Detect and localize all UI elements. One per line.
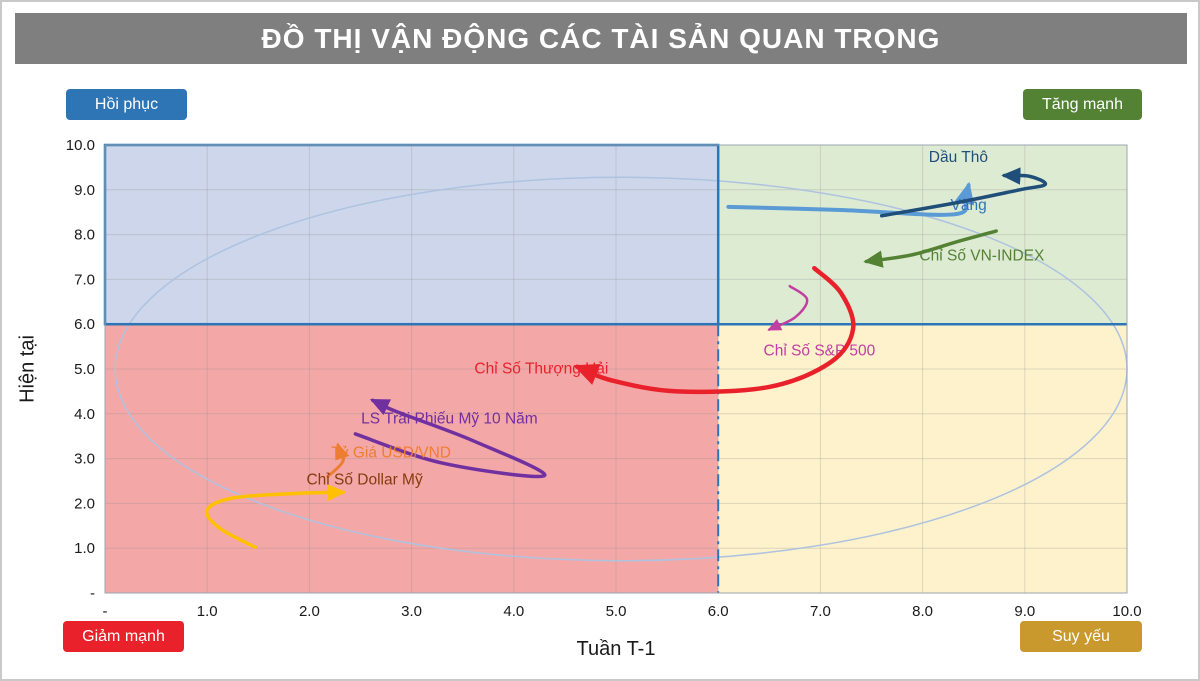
svg-text:7.0: 7.0: [74, 271, 95, 288]
svg-text:Chỉ Số S&P 500: Chỉ Số S&P 500: [764, 343, 876, 360]
quadrant-badge-strong-rise: Tăng mạnh: [1023, 89, 1142, 120]
svg-text:2.0: 2.0: [299, 603, 320, 620]
svg-text:Chỉ Số Dollar Mỹ: Chỉ Số Dollar Mỹ: [306, 472, 423, 489]
svg-text:3.0: 3.0: [74, 451, 95, 468]
svg-text:1.0: 1.0: [197, 603, 218, 620]
svg-text:Tỷ Giá USD/VND: Tỷ Giá USD/VND: [331, 445, 451, 462]
svg-text:4.0: 4.0: [74, 406, 95, 423]
svg-text:4.0: 4.0: [503, 603, 524, 620]
svg-text:10.0: 10.0: [1112, 603, 1141, 620]
quadrant-badge-strong-fall: Giảm mạnh: [63, 621, 184, 652]
title-bar: ĐỒ THỊ VẬN ĐỘNG CÁC TÀI SẢN QUAN TRỌNG: [15, 13, 1187, 64]
svg-text:-: -: [90, 585, 95, 602]
svg-text:9.0: 9.0: [74, 182, 95, 199]
svg-text:8.0: 8.0: [912, 603, 933, 620]
svg-text:6.0: 6.0: [74, 316, 95, 333]
svg-text:7.0: 7.0: [810, 603, 831, 620]
svg-text:Chỉ Số VN-INDEX: Chỉ Số VN-INDEX: [919, 248, 1045, 265]
svg-text:1.0: 1.0: [74, 540, 95, 557]
svg-text:5.0: 5.0: [74, 361, 95, 378]
page-title: ĐỒ THỊ VẬN ĐỘNG CÁC TÀI SẢN QUAN TRỌNG: [261, 22, 941, 54]
svg-text:Chỉ Số Thượng Hải: Chỉ Số Thượng Hải: [474, 360, 608, 377]
svg-text:10.0: 10.0: [66, 137, 95, 154]
svg-text:8.0: 8.0: [74, 227, 95, 244]
quadrant-badge-weakening: Suy yếu: [1020, 621, 1142, 652]
svg-text:6.0: 6.0: [708, 603, 729, 620]
x-axis-label: Tuần T-1: [576, 638, 656, 660]
quadrant-chart: Vàng Dầu Thô Chỉ Số VN-INDEX Chỉ Số S&P 500…: [52, 137, 1142, 627]
svg-text:-: -: [103, 603, 108, 620]
svg-text:3.0: 3.0: [401, 603, 422, 620]
svg-text:Dầu Thô: Dầu Thô: [929, 149, 988, 166]
y-axis-label: Hiện tại: [16, 335, 39, 403]
svg-text:LS Trái Phiếu Mỹ 10 Năm: LS Trái Phiếu Mỹ 10 Năm: [361, 411, 538, 428]
quadrant-badge-recovery: Hồi phục: [66, 89, 187, 120]
svg-text:9.0: 9.0: [1014, 603, 1035, 620]
svg-text:5.0: 5.0: [606, 603, 627, 620]
svg-text:2.0: 2.0: [74, 495, 95, 512]
